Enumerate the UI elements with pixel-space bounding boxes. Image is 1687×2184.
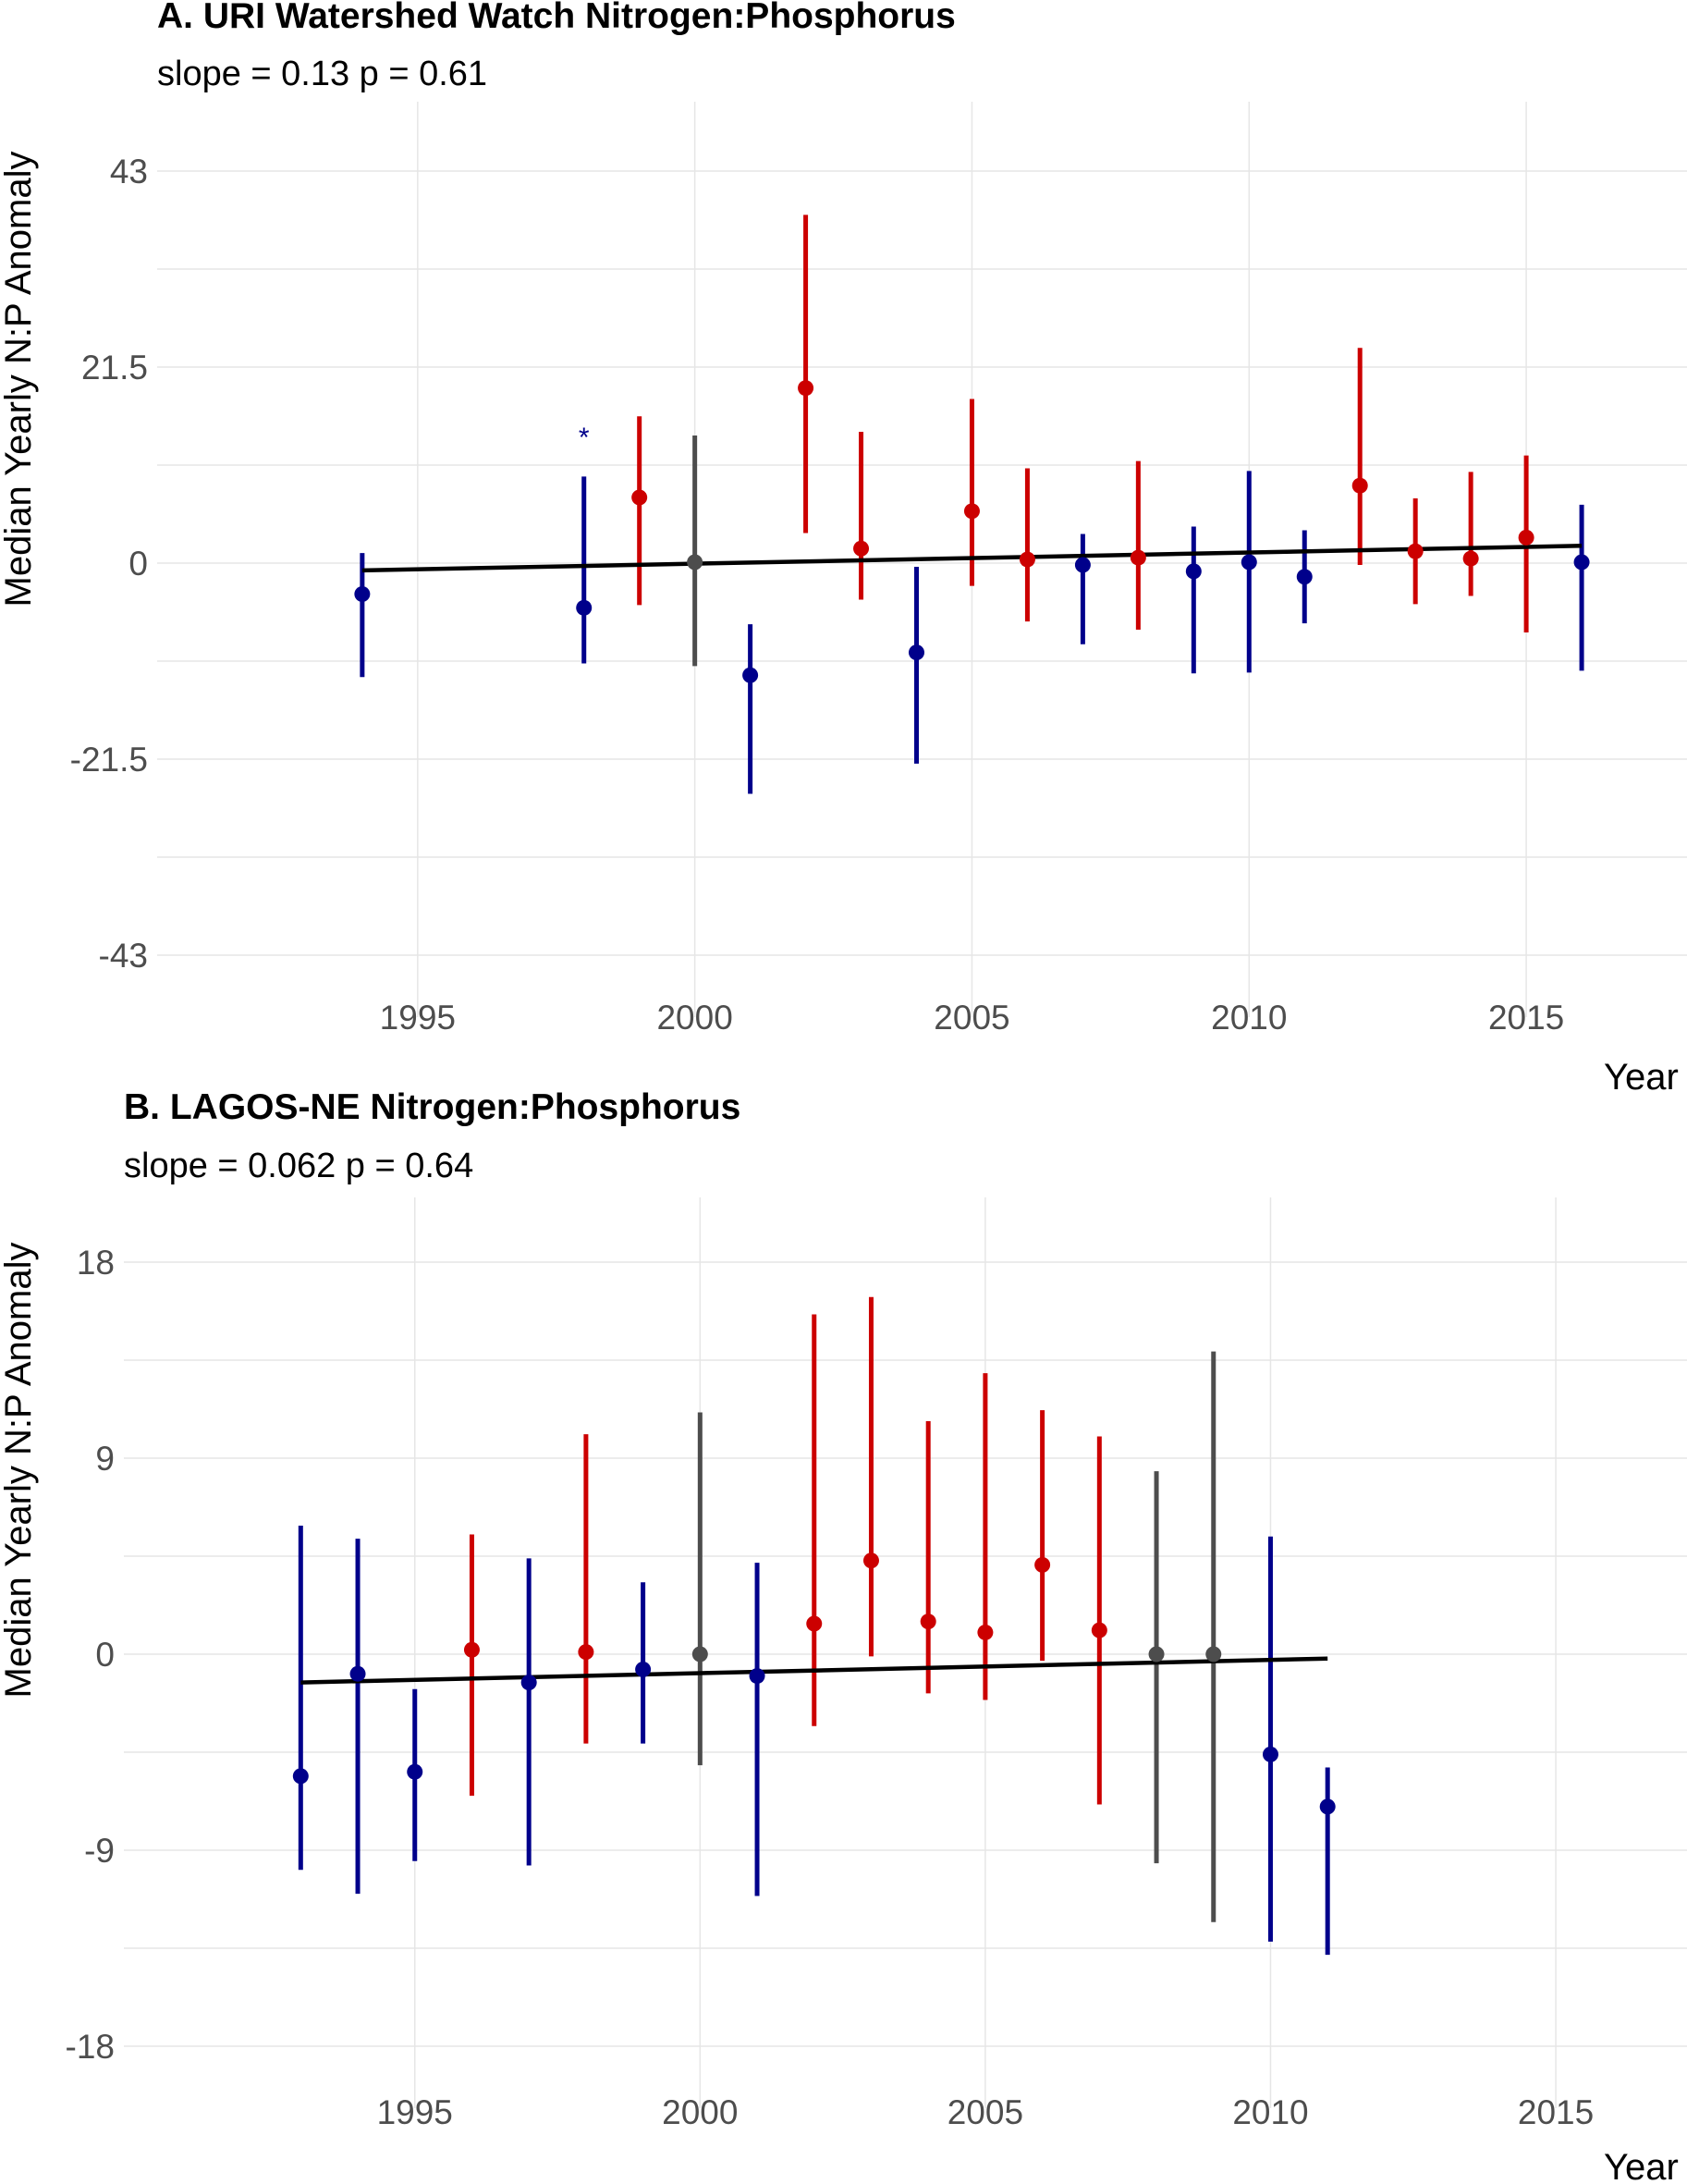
trend-line xyxy=(300,1656,1328,1685)
data-point xyxy=(1351,477,1368,494)
panel-b-title: B. LAGOS-NE Nitrogen:Phosphorus xyxy=(124,1087,740,1127)
panel-b-plot: 18 9 0 -9 -18 1995 2000 2005 2010 2015 xyxy=(66,1197,1687,2131)
y-tick-label: 0 xyxy=(95,1636,115,1674)
x-tick-label: 2015 xyxy=(1518,2093,1594,2131)
data-point xyxy=(909,644,925,661)
data-point xyxy=(292,1768,309,1785)
data-point xyxy=(520,1675,537,1691)
y-tick-label: -21.5 xyxy=(70,741,148,779)
panel-a-y-axis-label: Median Yearly N:P Anomaly xyxy=(0,152,39,607)
x-tick-label: 2005 xyxy=(934,999,1009,1037)
y-tick-label: -43 xyxy=(99,937,148,975)
significance-marker: * xyxy=(579,423,590,453)
trend-line xyxy=(361,544,1583,573)
y-tick-label: 21.5 xyxy=(81,349,148,386)
data-point xyxy=(749,1668,765,1685)
data-point xyxy=(691,1646,708,1663)
data-point xyxy=(1518,529,1534,546)
data-point xyxy=(798,380,814,397)
x-tick-label: 1995 xyxy=(380,999,456,1037)
y-tick-label: -18 xyxy=(66,2028,115,2066)
x-tick-label: 2015 xyxy=(1488,999,1564,1037)
data-point xyxy=(1262,1746,1278,1762)
data-point xyxy=(977,1624,994,1640)
data-point xyxy=(407,1763,423,1780)
data-point xyxy=(635,1661,652,1677)
data-point xyxy=(1074,557,1091,573)
data-point xyxy=(354,586,371,603)
y-tick-label: -9 xyxy=(84,1832,115,1870)
data-point xyxy=(862,1552,879,1569)
data-point xyxy=(1185,563,1202,580)
data-point xyxy=(349,1665,366,1682)
data-point xyxy=(963,503,980,520)
data-point xyxy=(1091,1622,1107,1638)
data-point xyxy=(1034,1556,1051,1573)
data-point xyxy=(687,554,703,571)
x-tick-label: 2005 xyxy=(947,2093,1023,2131)
data-point xyxy=(576,599,593,616)
panel-a-title: A. URI Watershed Watch Nitrogen:Phosphor… xyxy=(157,0,956,36)
data-point xyxy=(631,489,648,506)
panel-a-x-axis-label: Year xyxy=(1604,1057,1679,1098)
y-tick-label: 43 xyxy=(110,153,148,190)
x-tick-label: 1995 xyxy=(377,2093,453,2131)
data-point xyxy=(1019,551,1035,568)
data-point xyxy=(920,1613,936,1630)
data-point xyxy=(853,540,870,557)
x-tick-label: 2010 xyxy=(1211,999,1287,1037)
x-tick-label: 2000 xyxy=(662,2093,738,2131)
panel-b-y-axis-label: Median Yearly N:P Anomaly xyxy=(0,1243,39,1699)
x-tick-label: 2010 xyxy=(1232,2093,1308,2131)
data-point xyxy=(1205,1646,1222,1663)
data-point xyxy=(806,1615,823,1632)
data-point xyxy=(1407,543,1424,559)
data-point xyxy=(1462,550,1479,567)
data-point xyxy=(1130,549,1146,566)
y-tick-label: 18 xyxy=(77,1244,115,1282)
data-point xyxy=(1296,569,1313,585)
y-tick-label: 9 xyxy=(95,1440,115,1478)
x-tick-label: 2000 xyxy=(656,999,732,1037)
panel-b-x-axis-label: Year xyxy=(1604,2147,1679,2184)
panel-a-subtitle: slope = 0.13 p = 0.61 xyxy=(157,55,487,93)
panel-b-subtitle: slope = 0.062 p = 0.64 xyxy=(124,1147,473,1185)
data-point xyxy=(1148,1646,1165,1663)
data-point xyxy=(1319,1798,1336,1815)
data-point xyxy=(578,1644,594,1661)
data-point xyxy=(1573,554,1590,571)
y-tick-label: 0 xyxy=(128,545,148,583)
data-point xyxy=(1241,554,1257,571)
panel-a-plot: 43 21.5 0 -21.5 -43 1995 2000 2005 2010 2015 * xyxy=(70,102,1687,1037)
data-point xyxy=(463,1641,480,1658)
data-point xyxy=(742,667,759,683)
